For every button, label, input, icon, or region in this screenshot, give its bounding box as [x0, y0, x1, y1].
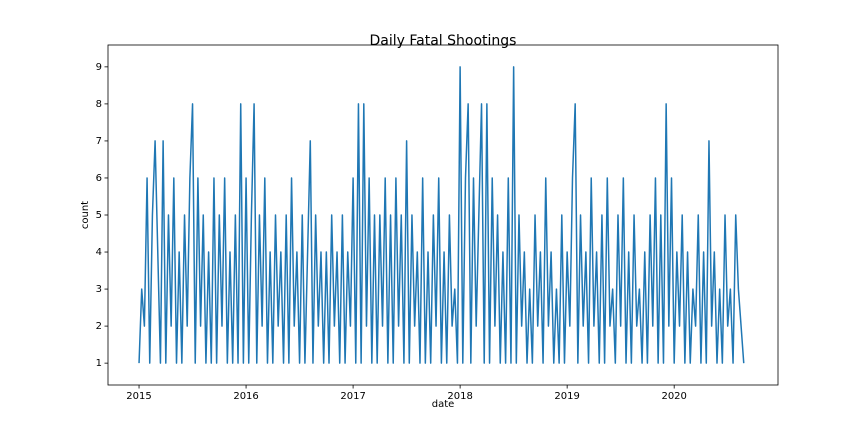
y-tick-label: 2 — [96, 321, 102, 332]
y-tick-label: 1 — [96, 358, 102, 369]
x-axis-label: date — [432, 399, 455, 410]
y-tick-label: 4 — [96, 247, 102, 258]
y-tick-label: 6 — [96, 173, 102, 184]
x-tick-label: 2017 — [340, 391, 365, 402]
y-axis-label: count — [80, 201, 91, 229]
y-tick-label: 7 — [96, 136, 102, 147]
x-tick-label: 2019 — [554, 391, 579, 402]
y-tick-label: 5 — [96, 210, 102, 221]
chart-title: Daily Fatal Shootings — [370, 33, 517, 49]
x-tick-label: 2020 — [661, 391, 686, 402]
x-tick-label: 2018 — [447, 391, 472, 402]
x-tick-label: 2015 — [126, 391, 151, 402]
line-series — [138, 66, 745, 364]
y-tick-label: 8 — [96, 99, 102, 110]
y-tick-label: 9 — [96, 62, 102, 73]
y-tick-label: 3 — [96, 284, 102, 295]
x-tick-label: 2016 — [233, 391, 258, 402]
